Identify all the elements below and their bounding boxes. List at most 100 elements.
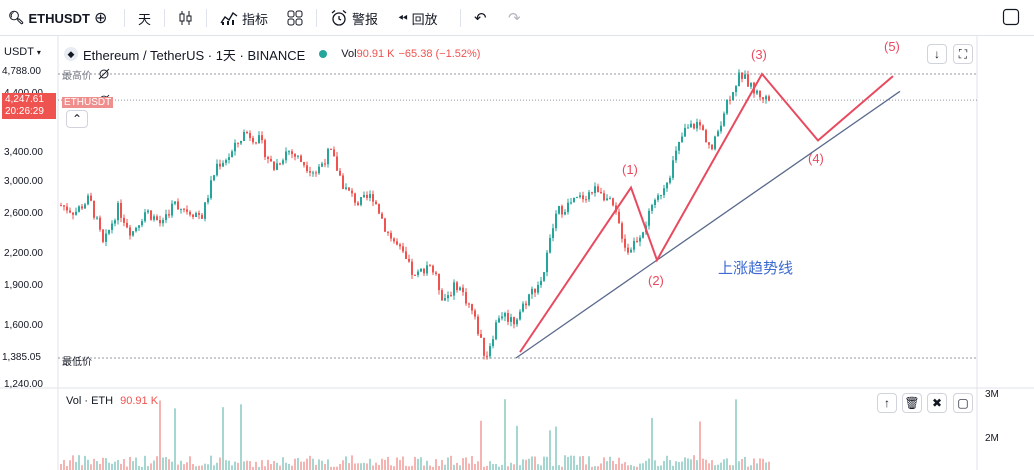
volume-bar <box>156 456 158 470</box>
candle-body <box>690 123 692 128</box>
candle-body <box>342 175 344 189</box>
candle-body <box>585 199 587 201</box>
maximize-icon[interactable] <box>1002 7 1020 27</box>
candle-body <box>765 96 767 100</box>
candle-body <box>570 202 572 204</box>
volume-bar <box>84 455 86 470</box>
volume-bar <box>438 466 440 470</box>
price-tick-label: 3,400.00 <box>4 147 43 158</box>
volume-bar <box>480 420 482 470</box>
volume-bar <box>168 459 170 470</box>
maximize-pane-button[interactable]: ▢ <box>953 393 973 413</box>
candle-body <box>273 161 275 170</box>
candle-body <box>555 213 557 229</box>
volume-bar <box>423 465 425 470</box>
arrow-up-icon: ↑ <box>884 396 890 410</box>
move-up-button[interactable]: ↑ <box>877 393 897 413</box>
volume-bar <box>225 460 227 470</box>
wave-label: (4) <box>808 151 824 166</box>
chart-grid <box>0 36 1034 470</box>
candle-body <box>723 113 725 126</box>
volume-bar <box>546 456 548 470</box>
high-price-label: 4,788.00 <box>2 66 41 77</box>
candle-body <box>177 201 179 210</box>
collapse-button[interactable]: ⌃ <box>66 110 88 128</box>
volume-bar <box>348 463 350 470</box>
volume-bar <box>96 461 98 470</box>
price-chart[interactable]: 4,400.003,400.003,000.002,600.002,200.00… <box>0 36 1034 470</box>
alert-button[interactable]: 警报 <box>330 8 378 28</box>
price-tick-label: 2,200.00 <box>4 248 43 259</box>
chart-area[interactable]: 4,400.003,400.003,000.002,600.002,200.00… <box>0 36 1034 470</box>
candle-body <box>222 162 224 167</box>
volume-bar <box>741 459 743 470</box>
volume-bar <box>504 399 506 470</box>
volume-bar <box>465 457 467 470</box>
candle-body <box>108 229 110 234</box>
candle-body <box>369 194 371 198</box>
candle-body <box>537 285 539 293</box>
candle-body <box>132 231 134 236</box>
volume-bar <box>246 460 248 470</box>
volume-bar <box>549 430 551 470</box>
candle-body <box>279 163 281 165</box>
volume-bar <box>624 462 626 470</box>
volume-bar <box>645 460 647 470</box>
candle-body <box>117 202 119 221</box>
candle-body <box>525 303 527 306</box>
collapse-pane-button[interactable]: ✖︎ <box>927 393 947 413</box>
price-tick-label: 1,600.00 <box>4 320 43 331</box>
candle-body <box>483 337 485 356</box>
candle-body <box>501 316 503 319</box>
volume-bar <box>189 456 191 470</box>
symbol-search[interactable]: 🔍︎ ETHUSDT <box>8 8 90 28</box>
volume-bar <box>195 466 197 470</box>
volume-bar <box>588 456 590 470</box>
volume-bar <box>297 457 299 470</box>
indicators-button[interactable]: 指标 <box>220 8 268 28</box>
current-price-badge: 4,247.61 20:26:29 <box>2 93 56 119</box>
candle-body <box>204 202 206 219</box>
low-price-text: 最低价 <box>62 357 92 368</box>
volume-bar <box>471 455 473 470</box>
volume-bar <box>381 458 383 470</box>
delete-pane-button[interactable]: 🗑︎ <box>902 393 922 413</box>
volume-bar <box>498 466 500 470</box>
volume-bar <box>579 456 581 470</box>
candle-body <box>426 265 428 274</box>
candle-body <box>276 163 278 170</box>
volume-bar <box>78 455 80 470</box>
candle-body <box>672 160 674 178</box>
volume-bar <box>717 464 719 470</box>
candle-body <box>699 121 701 126</box>
redo-icon[interactable]: ↷ <box>508 10 521 27</box>
volume-bar <box>126 466 128 470</box>
undo-icon[interactable]: ↶ <box>474 10 487 27</box>
interval-button[interactable]: 天 <box>138 11 152 27</box>
scroll-down-button[interactable]: ↓ <box>927 44 947 64</box>
replay-button[interactable]: ⏪︎ 回放 <box>398 10 438 27</box>
candle-body <box>99 217 101 230</box>
candle-body <box>750 82 752 87</box>
volume-bar <box>180 460 182 470</box>
candle-body <box>90 195 92 201</box>
currency-dropdown[interactable]: USDT ▾ <box>4 46 41 58</box>
volume-bar <box>615 464 617 470</box>
volume-bar <box>708 463 710 470</box>
candle-body <box>474 310 476 317</box>
layout-grid-icon[interactable] <box>287 8 303 28</box>
fullscreen-button[interactable]: ⛶ <box>953 44 973 64</box>
candle-body <box>135 227 137 232</box>
candle-body <box>168 214 170 216</box>
candles-style-icon[interactable] <box>178 8 194 28</box>
candle-body <box>732 92 734 101</box>
compare-add-icon[interactable]: ⊕ <box>94 10 108 27</box>
volume-bar <box>447 457 449 470</box>
volume-bar <box>735 399 737 470</box>
volume-bar <box>453 464 455 470</box>
symbol-label: ETHUSDT <box>28 10 90 26</box>
candle-body <box>591 192 593 194</box>
volume-bar <box>543 456 545 470</box>
candle-body <box>360 197 362 205</box>
candle-body <box>270 158 272 162</box>
